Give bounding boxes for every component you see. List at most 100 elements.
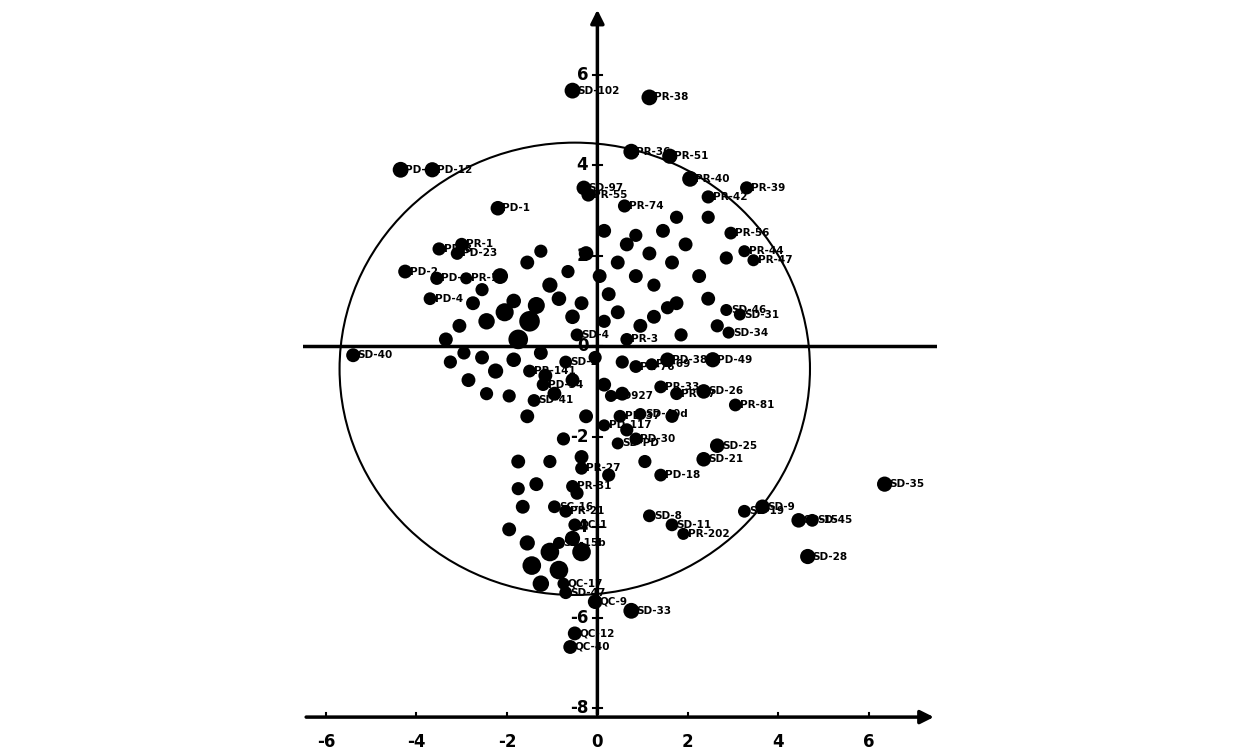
Text: SD-34: SD-34 xyxy=(733,328,769,337)
Point xyxy=(508,334,528,346)
Point xyxy=(472,352,492,364)
Text: -2: -2 xyxy=(497,733,516,751)
Point xyxy=(522,559,542,572)
Point xyxy=(520,365,539,377)
Point xyxy=(563,480,583,492)
Point xyxy=(613,356,632,368)
Point xyxy=(567,329,587,341)
Text: SD-11: SD-11 xyxy=(677,520,712,530)
Point xyxy=(420,293,440,305)
Point xyxy=(681,173,701,185)
Text: PD-12: PD-12 xyxy=(436,165,472,174)
Text: PR-69: PR-69 xyxy=(656,359,691,369)
Point xyxy=(472,284,492,296)
Point xyxy=(396,266,415,278)
Text: SC-16: SC-16 xyxy=(559,502,593,512)
Point xyxy=(549,537,569,549)
Text: PD-38: PD-38 xyxy=(672,355,707,365)
Point xyxy=(626,433,646,445)
Point xyxy=(423,164,443,176)
Point xyxy=(717,252,737,264)
Point xyxy=(676,239,696,251)
Point xyxy=(753,501,773,513)
Point xyxy=(667,211,687,223)
Point xyxy=(558,266,578,278)
Point xyxy=(585,596,605,608)
Text: SD-19: SD-19 xyxy=(749,507,784,516)
Point xyxy=(440,356,460,368)
Text: PR-40: PR-40 xyxy=(694,174,729,183)
Point xyxy=(577,248,596,260)
Point xyxy=(565,519,585,531)
Point xyxy=(717,304,737,316)
Text: SD-15: SD-15 xyxy=(804,516,838,525)
Point xyxy=(476,316,496,328)
Point xyxy=(539,279,559,291)
Point xyxy=(574,182,594,194)
Point xyxy=(662,519,682,531)
Text: PD-23: PD-23 xyxy=(461,248,497,258)
Text: SD-25: SD-25 xyxy=(722,441,756,451)
Text: SD-4: SD-4 xyxy=(582,330,610,340)
Point xyxy=(707,320,727,332)
Point xyxy=(657,302,677,314)
Point xyxy=(500,523,520,535)
Point xyxy=(572,546,591,558)
Point xyxy=(578,189,598,201)
Point xyxy=(544,387,564,399)
Point xyxy=(539,546,559,558)
Text: QC-1: QC-1 xyxy=(579,520,608,530)
Point xyxy=(613,387,632,399)
Text: 2: 2 xyxy=(577,247,588,265)
Text: PR-44: PR-44 xyxy=(749,246,784,256)
Point xyxy=(640,510,660,522)
Point xyxy=(490,270,510,282)
Text: PR-56: PR-56 xyxy=(735,228,770,238)
Point xyxy=(616,239,636,251)
Point xyxy=(585,352,605,364)
Point xyxy=(556,587,575,599)
Point xyxy=(730,309,750,321)
Point xyxy=(734,505,754,517)
Point xyxy=(563,311,583,323)
Text: 2: 2 xyxy=(682,733,693,751)
Text: PD-3: PD-3 xyxy=(405,165,433,174)
Point xyxy=(651,381,671,393)
Text: -6: -6 xyxy=(570,609,588,627)
Point xyxy=(536,369,556,381)
Point xyxy=(660,150,680,162)
Point xyxy=(599,469,619,481)
Text: PR-55: PR-55 xyxy=(593,190,627,199)
Text: PR-42: PR-42 xyxy=(713,192,748,202)
Point xyxy=(667,297,687,310)
Text: PD-4: PD-4 xyxy=(434,294,463,304)
Point xyxy=(520,316,539,328)
Text: PR-141: PR-141 xyxy=(534,366,575,376)
Text: PR-27: PR-27 xyxy=(587,464,620,473)
Point xyxy=(539,455,559,467)
Point xyxy=(608,257,627,269)
Text: PD-1: PD-1 xyxy=(502,203,531,213)
Point xyxy=(527,478,547,490)
Point xyxy=(608,437,627,449)
Point xyxy=(531,245,551,257)
Text: PR-37: PR-37 xyxy=(681,389,715,399)
Point xyxy=(508,482,528,495)
Text: PD927: PD927 xyxy=(615,391,653,401)
Point xyxy=(556,505,575,517)
Text: PD-49: PD-49 xyxy=(717,355,753,365)
Text: SD-46: SD-46 xyxy=(730,305,766,315)
Point xyxy=(635,455,655,467)
Point xyxy=(640,248,660,260)
Point xyxy=(608,307,627,319)
Point xyxy=(797,550,817,562)
Text: 6: 6 xyxy=(863,733,874,751)
Point xyxy=(626,270,646,282)
Text: QC-9: QC-9 xyxy=(600,596,627,607)
Point xyxy=(448,248,467,260)
Point xyxy=(594,316,614,328)
Point xyxy=(719,327,739,339)
Text: PR-38: PR-38 xyxy=(653,92,688,103)
Point xyxy=(508,455,528,467)
Point xyxy=(567,487,587,499)
